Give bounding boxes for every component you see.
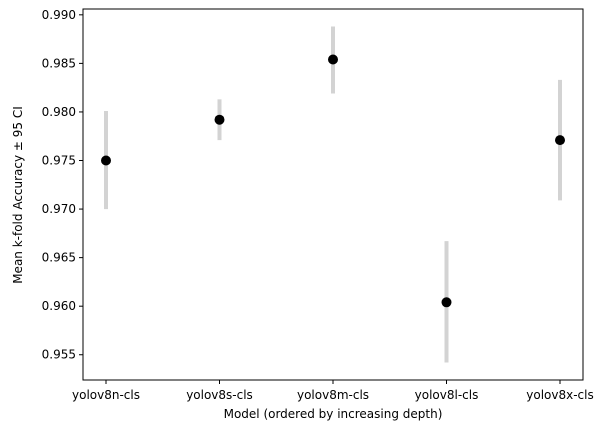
data-point <box>555 135 565 146</box>
y-tick-label: 0.990 <box>42 8 76 22</box>
x-tick-label: yolov8n-cls <box>72 388 140 402</box>
y-tick-label: 0.975 <box>42 154 76 168</box>
y-tick-label: 0.965 <box>42 251 76 265</box>
x-axis: yolov8n-cls yolov8s-cls yolov8m-cls yolov8l… <box>72 380 594 402</box>
x-tick-label: yolov8l-cls <box>415 388 479 402</box>
x-axis-label: Model (ordered by increasing depth) <box>224 407 443 421</box>
x-tick-label: yolov8s-cls <box>186 388 253 402</box>
y-tick-label: 0.985 <box>42 56 76 70</box>
y-axis-label: Mean k-fold Accuracy ± 95 CI <box>11 106 25 284</box>
y-tick-label: 0.980 <box>42 105 76 119</box>
data-point <box>101 155 111 166</box>
x-tick-label: yolov8x-cls <box>526 388 593 402</box>
y-axis: 0.955 0.960 0.965 0.970 0.975 0.980 0.985 0.990 <box>42 8 83 362</box>
y-tick-label: 0.955 <box>42 348 76 362</box>
y-tick-label: 0.960 <box>42 299 76 313</box>
errorbars <box>104 26 562 363</box>
data-point <box>214 114 225 125</box>
data-point <box>328 54 338 65</box>
x-tick-label: yolov8m-cls <box>297 388 369 402</box>
points <box>101 54 565 308</box>
y-tick-label: 0.970 <box>42 202 76 216</box>
data-point <box>441 297 452 308</box>
